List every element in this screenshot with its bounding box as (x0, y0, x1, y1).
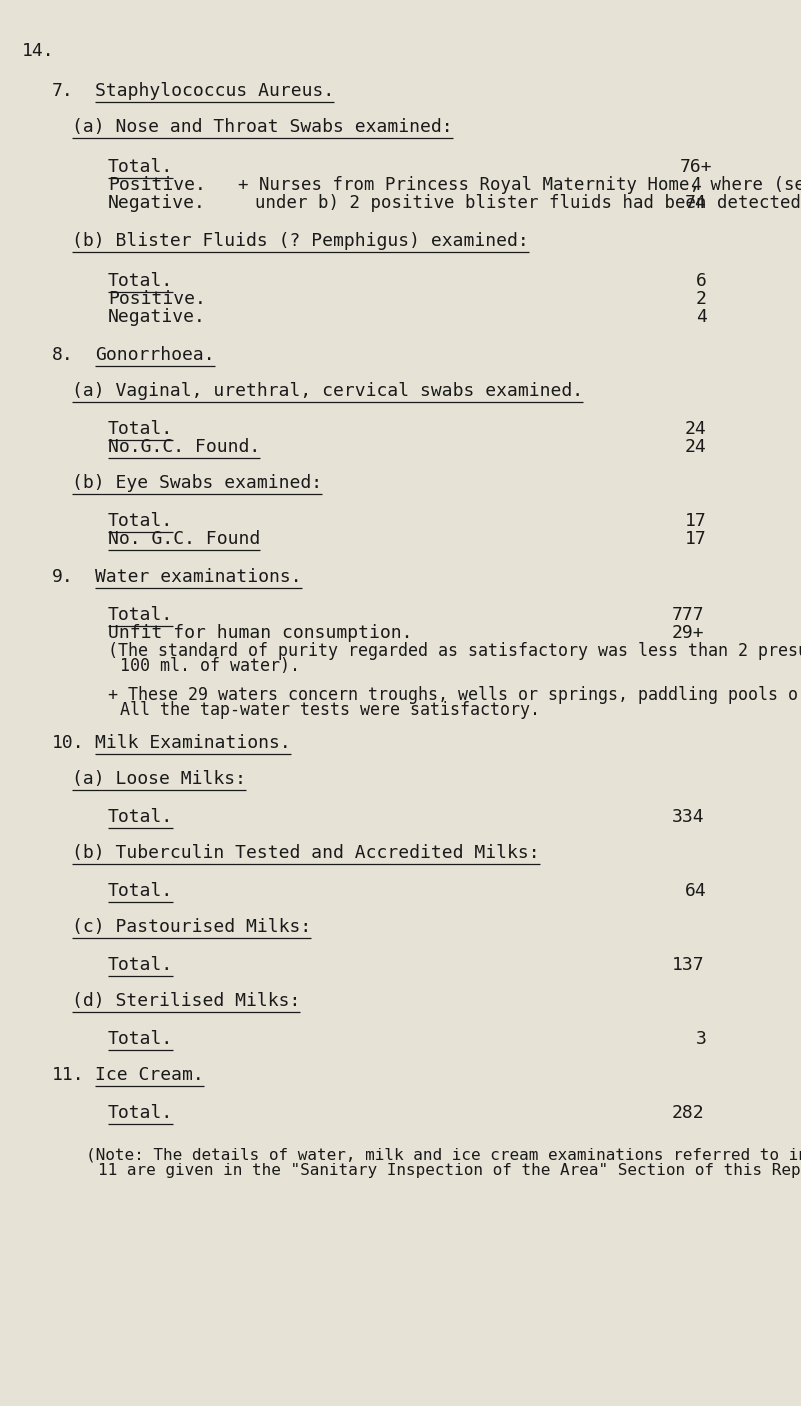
Text: Negative.: Negative. (108, 308, 206, 326)
Text: 11 are given in the "Sanitary Inspection of the Area" Section of this Report).: 11 are given in the "Sanitary Inspection… (98, 1163, 801, 1178)
Text: 24: 24 (685, 420, 706, 439)
Text: Total.: Total. (108, 157, 173, 176)
Text: 17: 17 (685, 512, 706, 530)
Text: (d) Sterilised Milks:: (d) Sterilised Milks: (72, 993, 300, 1010)
Text: under b) 2 positive blister fluids had been detected.: under b) 2 positive blister fluids had b… (255, 194, 801, 212)
Text: 3: 3 (696, 1031, 706, 1047)
Text: Total.: Total. (108, 808, 173, 825)
Text: Total.: Total. (108, 882, 173, 900)
Text: 4: 4 (696, 308, 706, 326)
Text: (Note: The details of water, milk and ice cream examinations referred to in item: (Note: The details of water, milk and ic… (86, 1149, 801, 1163)
Text: 7.: 7. (52, 82, 74, 100)
Text: Ice Cream.: Ice Cream. (95, 1066, 203, 1084)
Text: Total.: Total. (108, 956, 173, 974)
Text: 282: 282 (672, 1104, 705, 1122)
Text: Positive.: Positive. (108, 176, 206, 194)
Text: Milk Examinations.: Milk Examinations. (95, 734, 291, 752)
Text: 100 ml. of water).: 100 ml. of water). (120, 657, 300, 675)
Text: Positive.: Positive. (108, 290, 206, 308)
Text: (b) Eye Swabs examined:: (b) Eye Swabs examined: (72, 474, 322, 492)
Text: Total.: Total. (108, 512, 173, 530)
Text: 6: 6 (696, 271, 706, 290)
Text: (b) Tuberculin Tested and Accredited Milks:: (b) Tuberculin Tested and Accredited Mil… (72, 844, 540, 862)
Text: Total.: Total. (108, 1031, 173, 1047)
Text: 64: 64 (685, 882, 706, 900)
Text: 17: 17 (685, 530, 706, 548)
Text: + Nurses from Princess Royal Maternity Home, where (see: + Nurses from Princess Royal Maternity H… (238, 176, 801, 194)
Text: 137: 137 (672, 956, 705, 974)
Text: (c) Pastourised Milks:: (c) Pastourised Milks: (72, 918, 312, 936)
Text: Total.: Total. (108, 271, 173, 290)
Text: (a) Vaginal, urethral, cervical swabs examined.: (a) Vaginal, urethral, cervical swabs ex… (72, 382, 583, 399)
Text: + These 29 waters concern troughs, wells or springs, paddling pools or swimming : + These 29 waters concern troughs, wells… (108, 686, 801, 704)
Text: 76+: 76+ (680, 157, 713, 176)
Text: Total.: Total. (108, 1104, 173, 1122)
Text: Total.: Total. (108, 606, 173, 624)
Text: (b) Blister Fluids (? Pemphigus) examined:: (b) Blister Fluids (? Pemphigus) examine… (72, 232, 529, 250)
Text: 24: 24 (685, 439, 706, 456)
Text: 74: 74 (685, 194, 706, 212)
Text: (The standard of purity regarded as satisfactory was less than 2 presumptive col: (The standard of purity regarded as sati… (108, 643, 801, 659)
Text: 11.: 11. (52, 1066, 85, 1084)
Text: 10.: 10. (52, 734, 85, 752)
Text: 8.: 8. (52, 346, 74, 364)
Text: Negative.: Negative. (108, 194, 206, 212)
Text: Gonorrhoea.: Gonorrhoea. (95, 346, 215, 364)
Text: Unfit for human consumption.: Unfit for human consumption. (108, 624, 413, 643)
Text: 4: 4 (690, 176, 701, 194)
Text: No.G.C. Found.: No.G.C. Found. (108, 439, 260, 456)
Text: 14.: 14. (22, 42, 54, 60)
Text: 9.: 9. (52, 568, 74, 586)
Text: Water examinations.: Water examinations. (95, 568, 302, 586)
Text: Staphylococcus Aureus.: Staphylococcus Aureus. (95, 82, 334, 100)
Text: 777: 777 (672, 606, 705, 624)
Text: (a) Nose and Throat Swabs examined:: (a) Nose and Throat Swabs examined: (72, 118, 453, 136)
Text: (a) Loose Milks:: (a) Loose Milks: (72, 770, 246, 787)
Text: Total.: Total. (108, 420, 173, 439)
Text: No. G.C. Found: No. G.C. Found (108, 530, 260, 548)
Text: 2: 2 (696, 290, 706, 308)
Text: All the tap-water tests were satisfactory.: All the tap-water tests were satisfactor… (120, 702, 540, 718)
Text: 334: 334 (672, 808, 705, 825)
Text: 29+: 29+ (672, 624, 705, 643)
